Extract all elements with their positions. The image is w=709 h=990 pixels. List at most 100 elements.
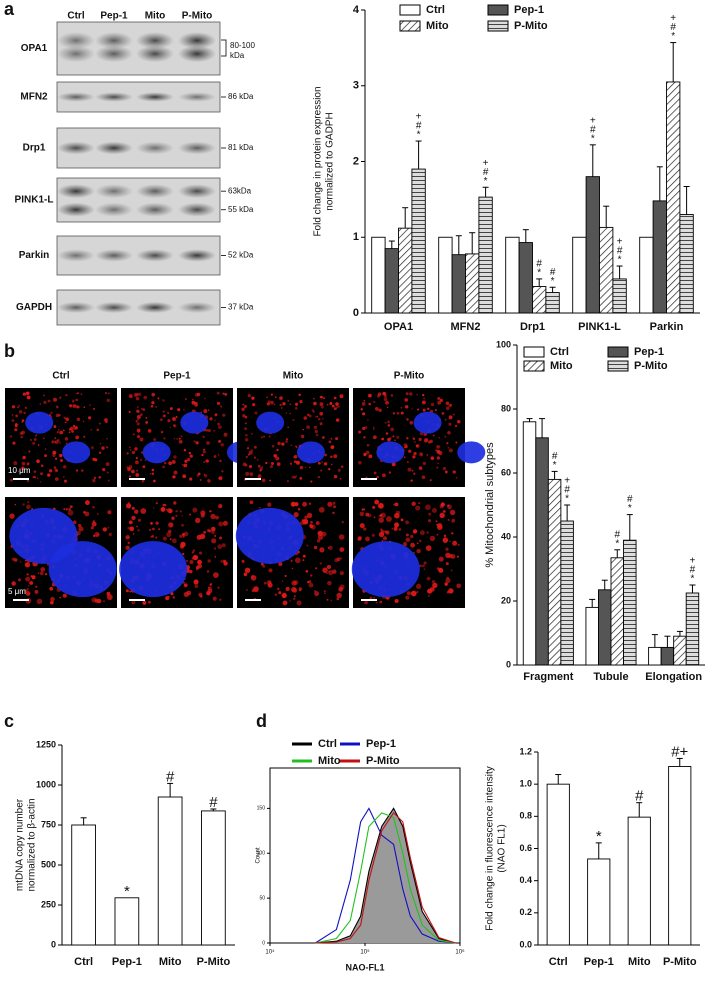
mito-signal — [36, 598, 43, 605]
mito-signal — [62, 465, 67, 469]
mito-signal — [406, 461, 409, 463]
mito-signal — [410, 542, 415, 548]
y-axis-label: (NAO FL1) — [497, 824, 508, 872]
mito-signal — [394, 439, 396, 441]
mito-signal — [304, 466, 307, 469]
mito-signal — [293, 455, 296, 459]
mito-signal — [319, 402, 324, 407]
bar — [598, 589, 612, 666]
mito-signal — [82, 420, 85, 423]
panel-letter: c — [4, 711, 14, 731]
mito-signal — [43, 394, 45, 397]
mito-signal — [218, 476, 223, 481]
mito-signal — [251, 396, 255, 400]
mito-signal — [134, 509, 139, 514]
y-tick-label: 60 — [501, 467, 511, 477]
mito-signal — [455, 441, 458, 444]
mito-signal — [326, 564, 332, 570]
mito-signal — [151, 535, 155, 538]
significance-mark: * — [484, 176, 488, 187]
mito-signal — [248, 450, 253, 455]
nucleus — [457, 441, 486, 464]
mito-signal — [88, 416, 92, 420]
mito-signal — [429, 439, 433, 444]
mito-signal — [188, 451, 192, 455]
mito-signal — [196, 534, 202, 540]
mito-signal — [413, 451, 417, 455]
mito-signal — [107, 526, 110, 529]
mito-signal — [128, 394, 133, 399]
mito-signal — [320, 469, 323, 472]
mito-signal — [43, 400, 47, 404]
histogram-area — [315, 808, 456, 943]
mito-signal — [305, 569, 309, 573]
mito-signal — [39, 481, 42, 483]
mito-signal — [276, 448, 279, 452]
mito-signal — [298, 393, 301, 397]
mito-signal — [339, 394, 344, 399]
mito-signal — [309, 466, 311, 469]
blot-label: PINK1-L — [15, 195, 54, 206]
x-tick-label: Ctrl — [74, 956, 93, 968]
histogram-line — [315, 812, 456, 944]
blot-band — [136, 141, 174, 155]
mito-signal — [208, 586, 210, 589]
mito-signal — [434, 409, 437, 412]
mito-signal — [246, 447, 250, 450]
mito-signal — [415, 583, 422, 590]
mito-signal — [339, 584, 345, 590]
bar — [201, 810, 226, 946]
significance-mark: + — [690, 556, 696, 567]
nucleus — [351, 541, 420, 598]
mito-signal — [65, 442, 68, 445]
mito-signal — [172, 424, 176, 427]
significance-mark: * — [671, 31, 675, 42]
mito-signal — [222, 392, 225, 395]
mito-signal — [216, 401, 221, 406]
mito-signal — [372, 427, 375, 430]
mito-signal — [65, 417, 69, 422]
legend-swatch — [607, 346, 629, 358]
mito-signal — [249, 466, 252, 469]
mito-signal — [261, 466, 264, 468]
mito-signal — [206, 460, 209, 463]
mito-signal — [27, 584, 30, 587]
mito-signal — [195, 517, 201, 524]
x-tick-label: P-Mito — [663, 956, 697, 968]
mito-signal — [319, 562, 322, 565]
mito-signal — [436, 456, 440, 460]
mito-signal — [136, 409, 140, 413]
mito-signal — [436, 523, 438, 526]
mito-signal — [173, 437, 176, 440]
mito-signal — [452, 470, 455, 473]
mito-signal — [316, 415, 319, 418]
bar — [157, 796, 183, 946]
mito-signal — [84, 511, 90, 517]
bar — [505, 236, 520, 314]
nucleus — [119, 541, 188, 598]
mito-signal — [11, 413, 14, 416]
mito-signal — [72, 426, 77, 431]
mito-signal — [72, 520, 77, 524]
significance-mark: # — [209, 794, 218, 811]
mito-signal — [179, 510, 182, 513]
mito-signal — [439, 504, 444, 509]
mito-signal — [426, 576, 431, 581]
mito-signal — [191, 551, 194, 554]
mito-signal — [383, 394, 387, 398]
mito-signal — [415, 505, 421, 511]
mito-signal — [257, 474, 262, 479]
mito-signal — [392, 412, 396, 415]
legend-label: Ctrl — [318, 738, 337, 750]
mito-signal — [221, 543, 226, 548]
mito-signal — [418, 437, 422, 442]
scale-bar-label: 10 μm — [8, 466, 31, 475]
mito-signal — [183, 583, 188, 588]
mito-signal — [438, 567, 444, 573]
mito-signal — [431, 508, 437, 513]
mito-signal — [327, 569, 334, 576]
mito-signal — [144, 459, 147, 461]
mito-signal — [71, 430, 74, 433]
nucleus — [235, 507, 304, 564]
mito-signal — [429, 535, 436, 542]
